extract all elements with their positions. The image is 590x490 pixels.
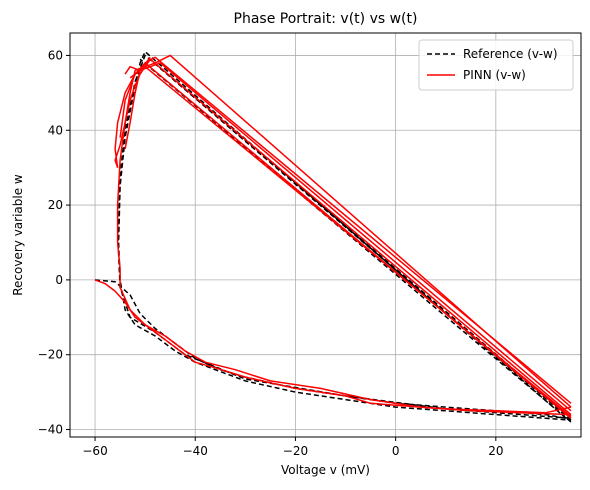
y-tick-label-4: 40 xyxy=(48,123,63,137)
x-axis-label: Voltage v (mV) xyxy=(281,463,370,477)
pinn-trajectory-5 xyxy=(124,62,572,412)
reference-trajectory-0 xyxy=(94,279,567,420)
plot-area xyxy=(94,50,572,423)
legend-label-reference: Reference (v-w) xyxy=(463,47,558,61)
pinn-trajectory-9 xyxy=(129,65,572,417)
y-tick-label-1: −20 xyxy=(38,348,63,362)
y-tick-label-2: 0 xyxy=(55,273,63,287)
y-tick-label-5: 60 xyxy=(48,48,63,62)
chart-title: Phase Portrait: v(t) vs w(t) xyxy=(234,11,418,27)
y-tick-label-0: −40 xyxy=(38,423,63,437)
legend-box xyxy=(418,39,574,91)
legend-label-pinn: PINN (v-w) xyxy=(463,68,526,82)
x-tick-label-4: 20 xyxy=(488,444,503,458)
y-axis-label: Recovery variable w xyxy=(11,174,25,296)
reference-trajectory-1 xyxy=(117,50,572,421)
x-tick-label-2: −20 xyxy=(283,444,308,458)
x-axis-ticks: −60 −40 −20 0 20 xyxy=(82,437,503,458)
pinn-trajectory-1 xyxy=(116,54,572,408)
axes-frame xyxy=(69,32,582,438)
series-pinn xyxy=(94,54,572,419)
pinn-trajectory-2 xyxy=(119,268,572,416)
legend: Reference (v-w) PINN (v-w) xyxy=(418,39,574,91)
pinn-trajectory-6 xyxy=(144,56,572,404)
y-tick-label-3: 20 xyxy=(48,198,63,212)
x-tick-label-3: 0 xyxy=(392,444,400,458)
x-tick-label-1: −40 xyxy=(183,444,208,458)
pinn-trajectory-8 xyxy=(124,56,151,150)
x-tick-label-0: −60 xyxy=(82,444,107,458)
reference-trajectory-4 xyxy=(139,58,572,423)
y-axis-ticks: −40 −20 0 20 40 60 xyxy=(38,48,70,437)
